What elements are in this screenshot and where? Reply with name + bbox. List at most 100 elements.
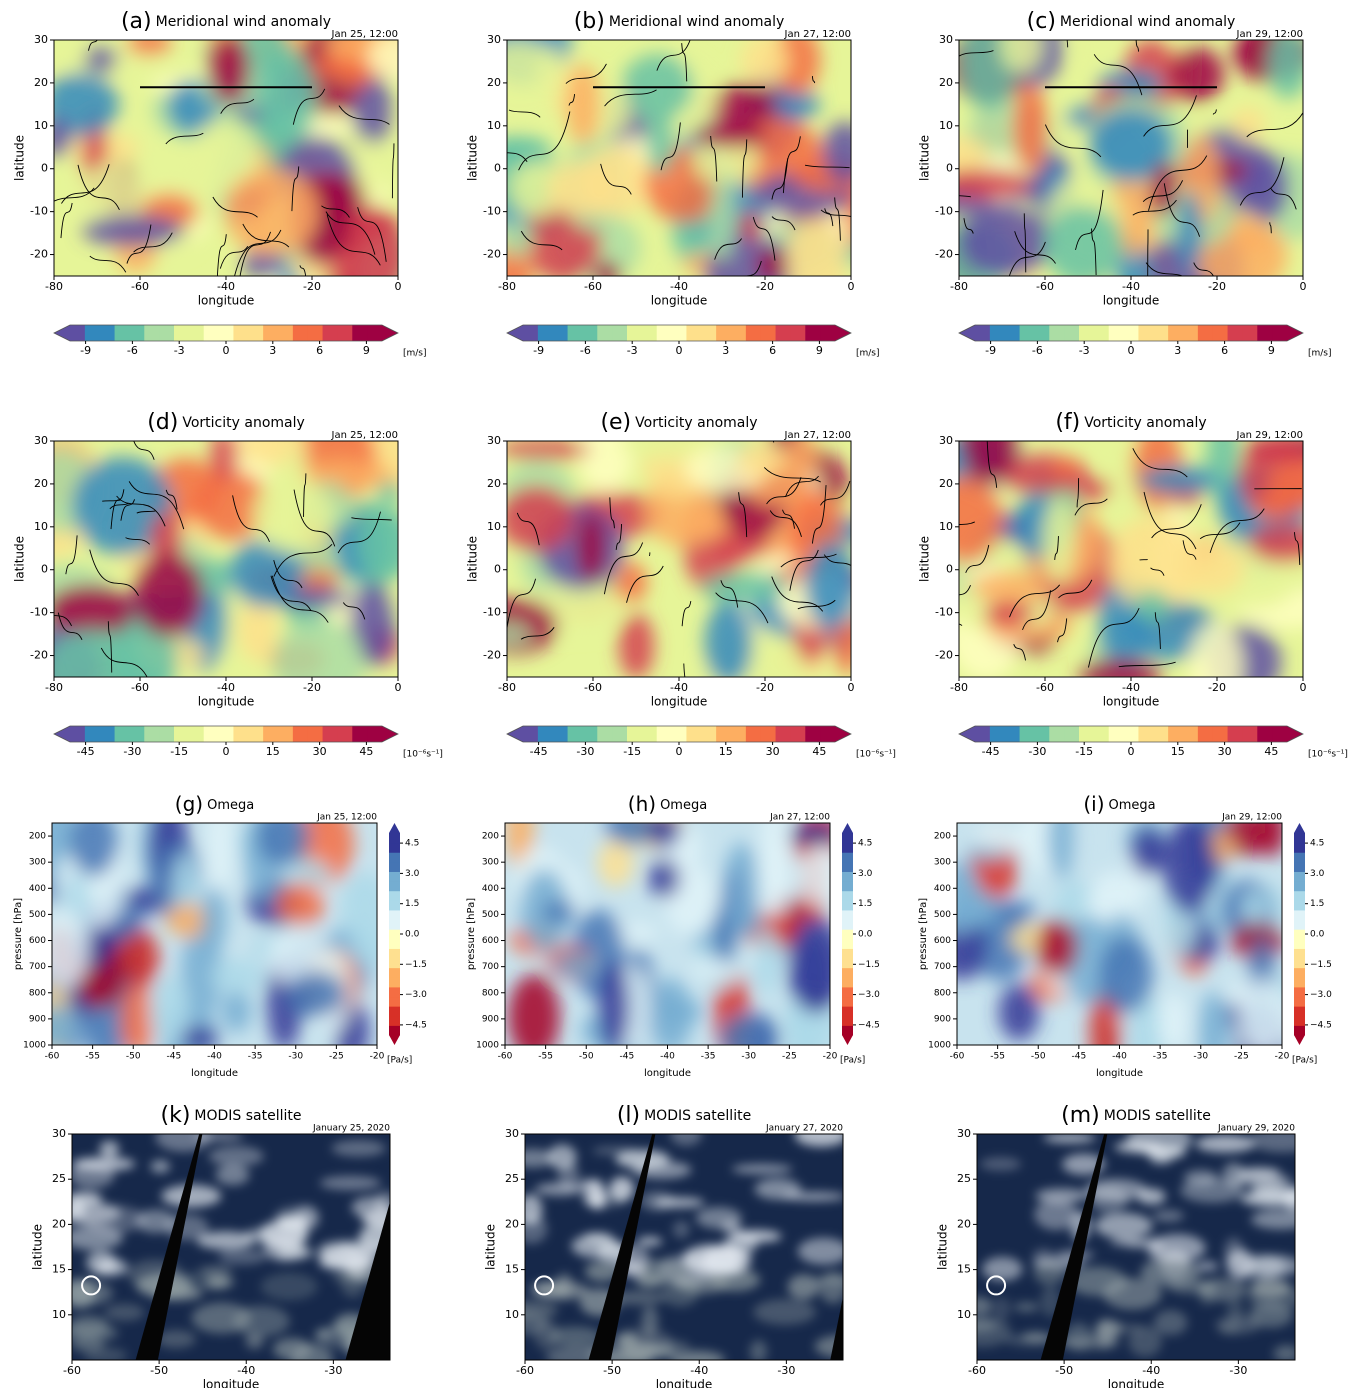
streamline	[834, 197, 841, 241]
colorbar-tick-label: -9	[80, 344, 91, 357]
x-tick-label: -40	[670, 681, 688, 694]
colorbar-segment	[389, 967, 400, 978]
x-axis-label: longitude	[198, 294, 255, 308]
blob	[1256, 823, 1282, 858]
cloud	[319, 1246, 379, 1268]
y-tick-label: 600	[29, 936, 46, 946]
streamline	[165, 132, 204, 145]
cloud	[794, 1134, 843, 1147]
swath-gap	[345, 1201, 390, 1360]
cloud	[1126, 1134, 1193, 1156]
date-label: Jan 29, 12:00	[1236, 29, 1304, 40]
x-tick-label: -50	[1031, 1052, 1046, 1062]
cloud	[661, 1277, 700, 1307]
y-tick-label: 20	[487, 76, 501, 89]
cloud	[1128, 1325, 1162, 1357]
streamline	[273, 544, 333, 577]
x-axis-label: longitude	[1103, 695, 1160, 709]
colorbar-segment	[337, 726, 353, 742]
colorbar-tick-label: -45	[530, 745, 548, 758]
colorbar-segment	[1004, 726, 1021, 742]
colorbar-segment	[1294, 842, 1305, 853]
streamline	[1075, 189, 1104, 251]
panel-name: Omega	[660, 798, 707, 813]
colorbar-tick-label: -9	[533, 344, 544, 357]
colorbar-segment	[188, 325, 205, 341]
blob	[269, 924, 326, 986]
streamline	[1093, 54, 1143, 96]
blob	[257, 823, 310, 867]
cloud	[150, 1160, 171, 1173]
streamline	[1008, 241, 1046, 276]
blob	[700, 571, 793, 604]
cloud	[1222, 1162, 1245, 1187]
cloud	[1094, 1212, 1153, 1239]
colorbar-tick-label: 9	[816, 344, 823, 357]
streamline	[824, 208, 834, 227]
blob	[738, 212, 763, 242]
panel: -80 -60 -40 -20 0-20-100102030longitudelatit…	[466, 410, 896, 760]
streamline	[1088, 607, 1140, 668]
colorbar-frame	[53, 725, 399, 743]
x-axis-label: longitude	[651, 294, 708, 308]
colorbar-segment	[1272, 325, 1288, 341]
colorbar-segment	[1294, 977, 1305, 988]
streamline	[291, 166, 300, 212]
panel: -80 -60 -40 -20 0-20-100102030longitudelatit…	[466, 9, 880, 359]
panel-label: (f)	[1055, 410, 1080, 435]
y-tick-label: 20	[505, 1217, 519, 1230]
cloud	[374, 1191, 390, 1216]
colorbar-segment	[1049, 726, 1065, 742]
colorbar-segment	[1294, 852, 1305, 863]
blob	[193, 469, 269, 540]
streamline	[660, 122, 681, 171]
y-tick-label: -10	[30, 205, 48, 218]
y-tick-label: 10	[34, 119, 48, 132]
x-tick-label: -40	[660, 1052, 675, 1062]
cloud	[977, 1316, 1012, 1348]
colorbar-frame	[958, 324, 1304, 342]
blob	[760, 823, 790, 898]
swath-gap	[830, 1296, 843, 1360]
panel-title: (b) Meridional wind anomaly	[574, 9, 785, 34]
streamline	[1151, 504, 1202, 539]
cloud	[1249, 1134, 1295, 1153]
colorbar-segment	[1093, 726, 1110, 742]
cloud	[682, 1244, 743, 1273]
streamline	[102, 499, 122, 502]
panel-name: Omega	[207, 798, 254, 813]
colorbar-segment	[144, 726, 160, 742]
colorbar-tick-label: -3	[174, 344, 185, 357]
cloud	[584, 1261, 620, 1282]
colorbar-segment	[1294, 1025, 1305, 1036]
streamline	[165, 489, 178, 510]
streamline	[391, 143, 395, 199]
colorbar-segment	[671, 325, 687, 341]
cloud	[731, 1164, 793, 1174]
panel: -80 -60 -40 -20 0-20-100102030longitudelatit…	[13, 410, 443, 760]
blob	[224, 168, 320, 256]
streamline	[100, 647, 148, 677]
x-tick-label: 0	[848, 681, 855, 694]
x-tick-label: -20	[1208, 280, 1226, 293]
panel-title: (l) MODIS satellite	[617, 1103, 751, 1128]
streamline	[1246, 111, 1303, 138]
colorbar-segment	[1212, 726, 1229, 742]
blob	[70, 823, 117, 877]
colorbar-segment	[1153, 726, 1169, 742]
blob	[1078, 658, 1162, 677]
streamline	[1199, 522, 1241, 540]
cloud	[979, 1157, 1022, 1171]
colorbar-tick-label: -30	[1028, 745, 1046, 758]
blob	[720, 1012, 780, 1045]
x-tick-label: -40	[217, 280, 235, 293]
x-tick-label: -60	[950, 1052, 965, 1062]
streamline	[771, 216, 796, 231]
streamline	[1044, 124, 1102, 158]
colorbar-tick-label: 0	[676, 344, 683, 357]
streamline	[656, 40, 691, 71]
y-tick-label: 25	[505, 1172, 519, 1185]
streamline	[603, 542, 644, 595]
y-tick-label: 10	[487, 119, 501, 132]
colorbar-segment	[842, 919, 853, 930]
